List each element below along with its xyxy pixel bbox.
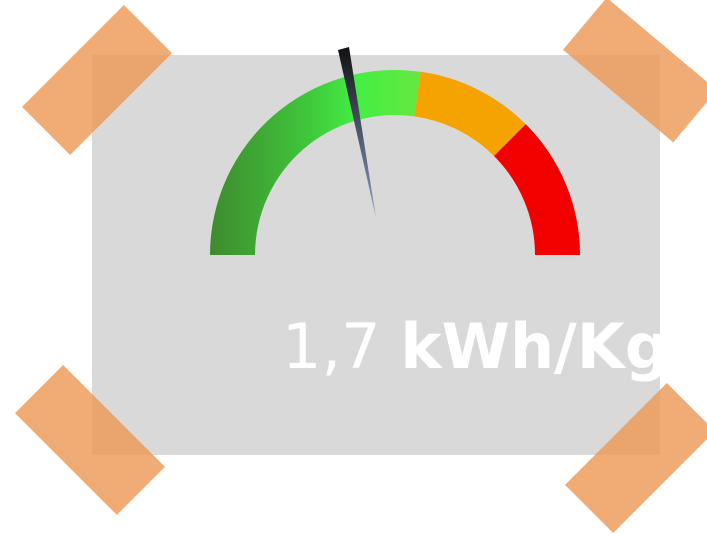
gauge-green <box>210 70 421 255</box>
tape <box>565 383 707 533</box>
tape <box>562 0 707 143</box>
tape <box>15 365 165 515</box>
gauge <box>210 47 580 255</box>
unit: kWh/Kg <box>400 310 669 383</box>
value-text: 1,7 kWh/Kg <box>282 310 669 383</box>
tape <box>22 5 172 155</box>
needle <box>338 47 376 218</box>
gauge-orange <box>414 71 526 156</box>
tapes <box>15 0 707 533</box>
value: 1,7 <box>282 310 381 383</box>
gauge-red <box>494 124 580 255</box>
